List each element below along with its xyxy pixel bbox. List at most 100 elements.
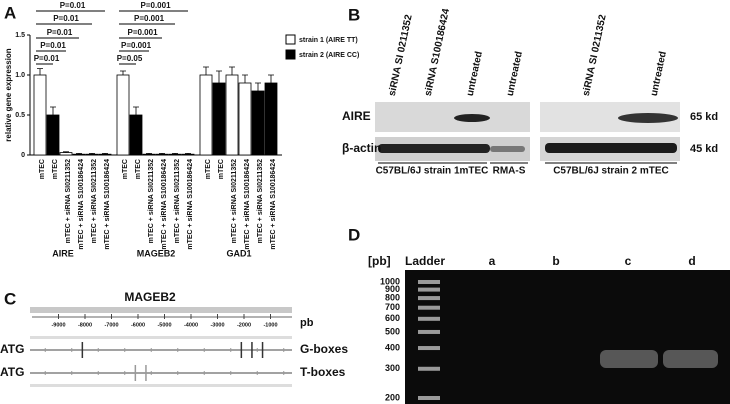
size-label: 700 (385, 302, 400, 312)
error-bar (37, 68, 43, 75)
unit-label: pb (300, 317, 314, 329)
error-bar (102, 153, 108, 155)
row-label: β-actin (342, 141, 381, 155)
start-label: ATG (0, 365, 24, 379)
x-tick-label: mTEC + siRNA SI0211352 (257, 159, 264, 243)
bar (116, 74, 130, 156)
legend-swatch (285, 34, 296, 45)
blot-band (545, 143, 677, 153)
x-tick-label: mTEC (135, 159, 142, 179)
significance-label: P=0.001 (134, 14, 165, 23)
x-tick-label: mTEC + siRNA S100186424 (104, 159, 111, 250)
x-tick-label: -5000 (157, 322, 171, 328)
bar (72, 153, 86, 156)
bar (264, 82, 278, 156)
ladder-band (418, 329, 440, 334)
significance-label: P=0.01 (34, 54, 60, 63)
ladder-band (418, 280, 440, 284)
ladder-label: Ladder (405, 254, 445, 268)
x-tick-label: mTEC (39, 159, 46, 179)
x-tick-label: -3000 (210, 322, 224, 328)
group-label: AIRE (52, 248, 74, 258)
lane-label: d (688, 254, 695, 268)
x-tick-label: mTEC + siRNA SI0211352 (231, 159, 238, 243)
x-tick-label: mTEC + siRNA S100186424 (187, 159, 194, 250)
error-bar (242, 74, 248, 83)
legend-label: strain 2 (AIRE CC) (299, 52, 359, 59)
error-bar (203, 66, 209, 75)
size-label: 1000 (380, 276, 400, 286)
bar (199, 74, 213, 156)
panel-label: D (348, 225, 360, 244)
diagram-bar (30, 384, 292, 387)
diagram-bar (30, 307, 292, 313)
group-label: RMA-S (493, 166, 526, 177)
x-tick-label: -4000 (184, 322, 198, 328)
x-tick-label: mTEC (205, 159, 212, 179)
error-bar (216, 70, 222, 83)
x-tick-label: -8000 (78, 322, 92, 328)
legend-label: strain 1 (AIRE TT) (299, 37, 358, 44)
lane-label: siRNA SI 0211352 (581, 13, 609, 97)
y-axis-label: relative gene expression (4, 48, 13, 141)
error-bar (89, 153, 95, 155)
error-bar (229, 66, 235, 75)
lane-label: untreated (465, 50, 485, 97)
bar (85, 153, 99, 156)
bar (181, 153, 195, 156)
x-tick-label: -6000 (131, 322, 145, 328)
blot-band (618, 113, 678, 123)
x-tick-label: mTEC (218, 159, 225, 179)
lane-label: a (489, 254, 496, 268)
error-bar (268, 74, 274, 83)
bar (168, 153, 182, 156)
bar (251, 90, 265, 156)
bar (33, 74, 47, 156)
bar (225, 74, 239, 156)
significance-label: P=0.001 (127, 28, 158, 37)
group-label: C57BL/6J strain 2 mTEC (553, 166, 669, 177)
lane-label: c (625, 254, 632, 268)
ladder-band (418, 305, 440, 310)
x-tick-label: mTEC (122, 159, 129, 179)
row-label: T-boxes (300, 365, 346, 379)
x-tick-label: -2000 (237, 322, 251, 328)
significance-label: P=0.01 (60, 1, 86, 10)
x-tick-label: mTEC + siRNA S100186424 (270, 159, 277, 250)
ladder-band (418, 287, 440, 292)
gel-band (600, 350, 658, 368)
bar (59, 152, 73, 156)
ladder-band (418, 366, 440, 371)
ladder-band (418, 396, 440, 400)
size-label: 800 (385, 292, 400, 302)
panel-label: B (348, 5, 360, 24)
x-tick-label: -1000 (263, 322, 277, 328)
x-tick-label: -7000 (104, 322, 118, 328)
size-label: 65 kd (690, 111, 718, 123)
x-tick-label: -9000 (51, 322, 65, 328)
row-label: G-boxes (300, 342, 348, 356)
significance-label: P=0.01 (47, 28, 73, 37)
error-bar (172, 153, 178, 155)
bar (142, 153, 156, 156)
start-label: ATG (0, 342, 24, 356)
bar (212, 82, 226, 156)
x-tick-label: mTEC + siRNA SI0211352 (65, 159, 72, 243)
error-bar (63, 151, 69, 153)
lane-label: untreated (649, 50, 669, 97)
significance-label: P=0.05 (117, 54, 143, 63)
error-bar (185, 153, 191, 155)
y-tick-label: 1.5 (15, 32, 25, 39)
x-tick-label: mTEC + siRNA S100186424 (161, 159, 168, 250)
size-label: 500 (385, 326, 400, 336)
significance-label: P=0.001 (140, 1, 171, 10)
bar (129, 114, 143, 156)
x-tick-label: mTEC + siRNA SI0211352 (148, 159, 155, 243)
error-bar (146, 153, 152, 155)
significance-label: P=0.01 (53, 14, 79, 23)
group-label: MAGEB2 (137, 248, 176, 258)
ladder-band (418, 296, 440, 301)
unit-label: [pb] (368, 254, 391, 268)
lane-label: siRNA SI 0211352 (387, 13, 415, 97)
